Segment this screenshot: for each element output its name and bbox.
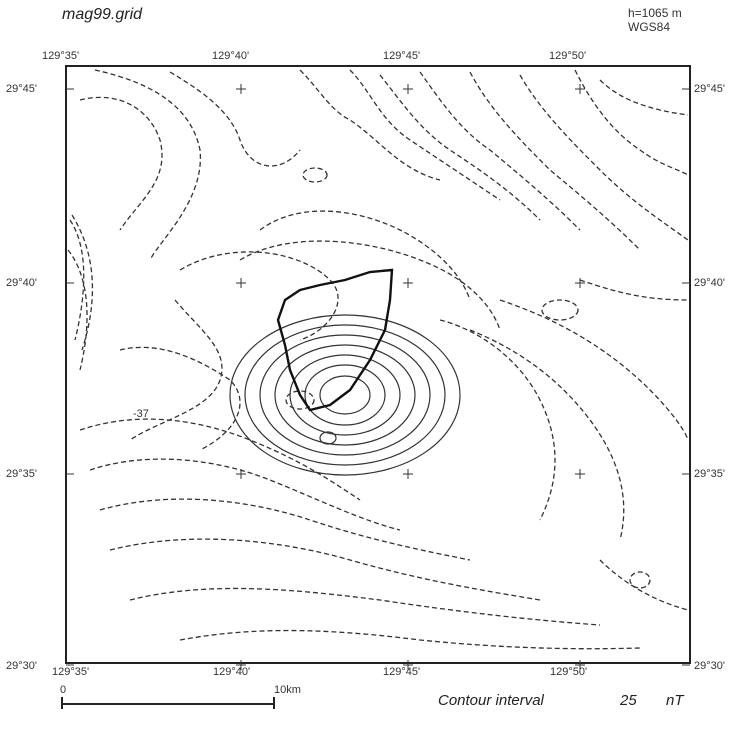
bottom-lon-label: 129°35' (52, 666, 90, 678)
island-coastline (276, 268, 394, 412)
left-lat-label: 29°45' (6, 83, 37, 95)
right-lat-label: 29°35' (694, 468, 725, 480)
contours (67, 69, 689, 650)
bottom-lon-label: 129°50' (550, 666, 588, 678)
map-title: mag99.grid (62, 6, 143, 23)
scale-bar (61, 697, 275, 709)
altitude-label: h=1065 m (628, 6, 682, 20)
right-lat-label: 29°45' (694, 83, 725, 95)
contour-interval-value: 25 (620, 692, 637, 709)
contour-interval-unit: nT (666, 692, 684, 709)
top-lon-label: 129°50' (549, 50, 587, 62)
left-lat-label: 29°35' (6, 468, 37, 480)
datum-label: WGS84 (628, 20, 671, 34)
left-lat-label: 29°30' (6, 660, 37, 672)
top-lon-label: 129°40' (212, 50, 250, 62)
right-lat-label: 29°40' (694, 277, 725, 289)
top-lon-label: 129°35' (42, 50, 80, 62)
left-lat-label: 29°40' (6, 277, 37, 289)
graticule-crosses (66, 84, 690, 670)
right-lat-label: 29°30' (694, 660, 725, 672)
scale-start-label: 0 (60, 684, 67, 696)
top-lon-label: 129°45' (383, 50, 421, 62)
map-frame (65, 65, 691, 664)
bottom-lon-label: 129°45' (383, 666, 421, 678)
scale-end-label: 10km (274, 684, 301, 696)
contour-interval-label: Contour interval (438, 692, 544, 709)
anomaly-contours (229, 314, 461, 476)
contour-value-label: -37 (133, 408, 149, 420)
